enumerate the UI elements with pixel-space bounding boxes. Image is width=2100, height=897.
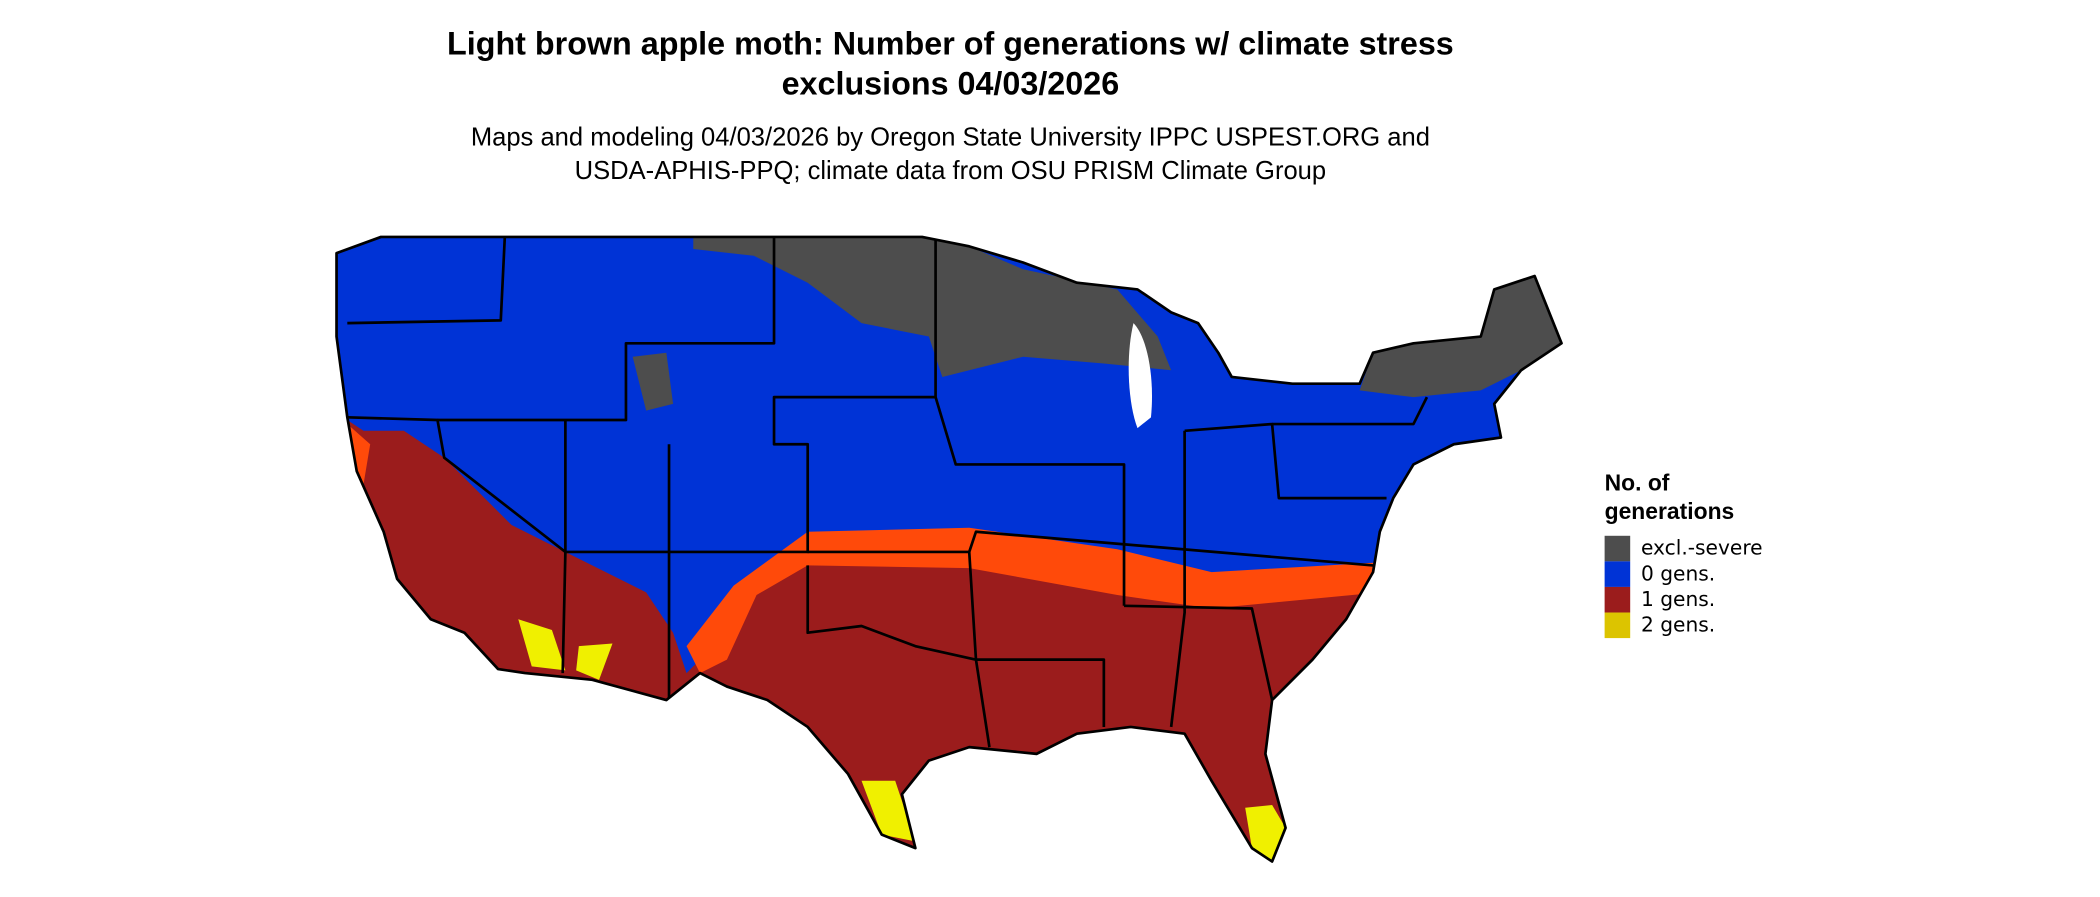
legend-label: 2 gens. <box>1641 612 1715 636</box>
subtitle: USDA-APHIS-PPQ; climate data from OSU PR… <box>575 157 1326 185</box>
legend-label: excl.-severe <box>1641 536 1763 560</box>
zone-2-gen <box>576 643 613 680</box>
us-outline <box>335 235 1563 863</box>
legend-swatch <box>1604 586 1631 613</box>
legend-title: generations <box>1605 498 1735 524</box>
subtitle: Maps and modeling 04/03/2026 by Oregon S… <box>471 123 1430 151</box>
zone-excluded <box>693 236 1172 377</box>
title: Light brown apple moth: Number of genera… <box>447 25 1454 61</box>
zone-2-gen <box>518 619 566 671</box>
legend-label: 0 gens. <box>1641 561 1715 585</box>
legend-label: 1 gens. <box>1641 587 1715 611</box>
legend-title: No. of <box>1605 470 1670 496</box>
lake <box>1128 323 1153 429</box>
zone-2-gen <box>1245 805 1286 862</box>
zone-excluded <box>1359 275 1562 398</box>
zone-transition <box>347 424 371 485</box>
title: exclusions 04/03/2026 <box>782 66 1120 102</box>
map <box>336 236 1562 862</box>
zone-2-gen <box>861 780 916 842</box>
legend-swatch <box>1604 612 1631 639</box>
state-borders <box>347 236 1429 748</box>
zone-excluded <box>632 352 674 411</box>
zone-transition <box>686 527 1380 674</box>
legend-swatch <box>1604 535 1631 562</box>
legend-swatch <box>1604 561 1631 587</box>
